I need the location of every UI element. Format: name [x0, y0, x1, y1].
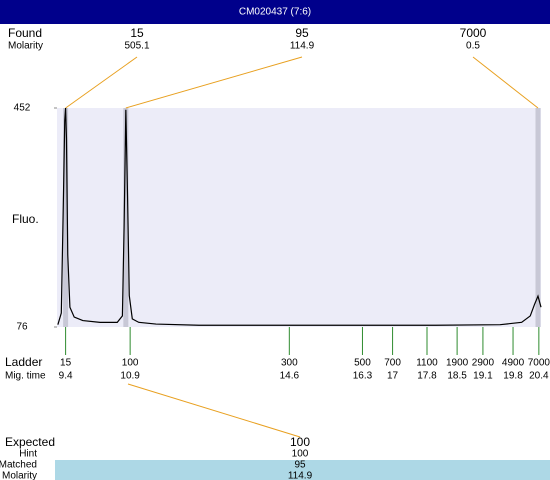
expected-value: 100	[290, 435, 310, 449]
ladder-mig-time: 9.4	[59, 371, 73, 382]
y-tick-label: 76	[16, 322, 28, 333]
ladder-mig-time: 19.8	[503, 371, 523, 382]
peak-molarity: 0.5	[466, 41, 480, 52]
y-tick-label: 452	[14, 103, 31, 114]
ladder-mig-time: 16.3	[353, 371, 373, 382]
peak-band	[63, 108, 69, 327]
peak-band	[123, 108, 129, 327]
trace	[57, 107, 542, 326]
ladder-mig-time: 18.5	[447, 371, 467, 382]
ladder-size: 1100	[416, 358, 438, 369]
plot-area	[57, 108, 541, 327]
peak-molarity: 505.1	[124, 41, 149, 52]
peak-molarity: 114.9	[290, 41, 315, 52]
peak-link	[65, 56, 138, 109]
ladder-size: 700	[384, 358, 401, 369]
peak-link	[125, 56, 303, 109]
ladder-sublabel: Mig. time	[5, 371, 46, 382]
expected-row-label: Molarity	[2, 471, 37, 480]
expected-label: Expected	[5, 435, 55, 449]
ladder-mig-time: 17.8	[417, 371, 437, 382]
peak-link	[472, 56, 539, 109]
ladder-mig-time: 17	[387, 371, 399, 382]
ladder-size: 100	[122, 358, 139, 369]
expected-row-value: 114.9	[288, 471, 313, 480]
ladder-mig-time: 20.4	[529, 371, 549, 382]
matched-band	[55, 460, 550, 480]
ladder-mig-time: 10.9	[120, 371, 140, 382]
ladder-size: 4900	[502, 358, 525, 369]
expected-row-label: Hint	[19, 449, 37, 460]
expected-row-value: 95	[294, 460, 306, 471]
peak-size: 15	[130, 26, 144, 40]
peak-size: 95	[295, 26, 309, 40]
peak-band	[535, 108, 541, 327]
ladder-size: 500	[354, 358, 371, 369]
ladder-size: 300	[281, 358, 298, 369]
ladder-mig-time: 19.1	[473, 371, 493, 382]
ladder-mig-time: 14.6	[280, 371, 300, 382]
expected-link	[127, 383, 301, 438]
ladder-size: 2900	[472, 358, 495, 369]
title-bar	[0, 0, 550, 24]
expected-row-label: Matched	[0, 460, 37, 471]
ladder-label: Ladder	[5, 355, 42, 369]
ladder-size: 7000	[528, 358, 550, 369]
title: CM020437 (7:6)	[239, 7, 311, 18]
y-label: Fluo.	[12, 212, 39, 226]
ladder-size: 15	[60, 358, 72, 369]
ladder-size: 1900	[446, 358, 469, 369]
expected-row-value: 100	[292, 449, 309, 460]
found-label: Found	[8, 26, 42, 40]
found-sublabel: Molarity	[8, 41, 43, 52]
peak-size: 7000	[460, 26, 487, 40]
